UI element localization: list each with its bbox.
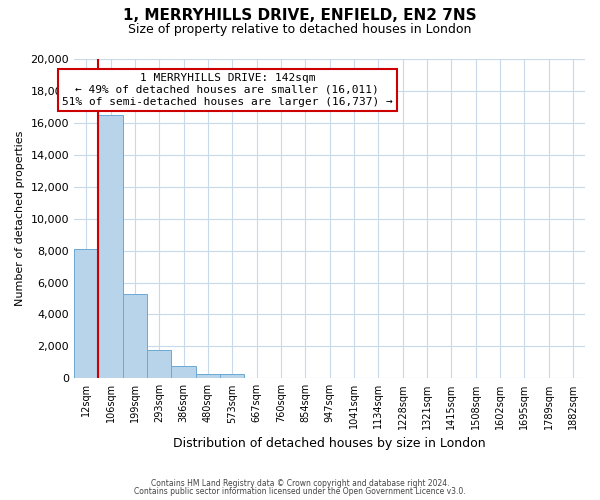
- Text: 1 MERRYHILLS DRIVE: 142sqm
← 49% of detached houses are smaller (16,011)
51% of : 1 MERRYHILLS DRIVE: 142sqm ← 49% of deta…: [62, 74, 393, 106]
- Text: Contains public sector information licensed under the Open Government Licence v3: Contains public sector information licen…: [134, 487, 466, 496]
- Text: 1, MERRYHILLS DRIVE, ENFIELD, EN2 7NS: 1, MERRYHILLS DRIVE, ENFIELD, EN2 7NS: [123, 8, 477, 22]
- Bar: [98, 115, 123, 378]
- Bar: [147, 350, 172, 378]
- Text: Contains HM Land Registry data © Crown copyright and database right 2024.: Contains HM Land Registry data © Crown c…: [151, 478, 449, 488]
- X-axis label: Distribution of detached houses by size in London: Distribution of detached houses by size …: [173, 437, 486, 450]
- Bar: [196, 374, 220, 378]
- Bar: [220, 374, 244, 378]
- Bar: [172, 366, 196, 378]
- Y-axis label: Number of detached properties: Number of detached properties: [15, 131, 25, 306]
- Bar: [123, 294, 147, 378]
- Text: Size of property relative to detached houses in London: Size of property relative to detached ho…: [128, 22, 472, 36]
- Bar: [74, 249, 98, 378]
